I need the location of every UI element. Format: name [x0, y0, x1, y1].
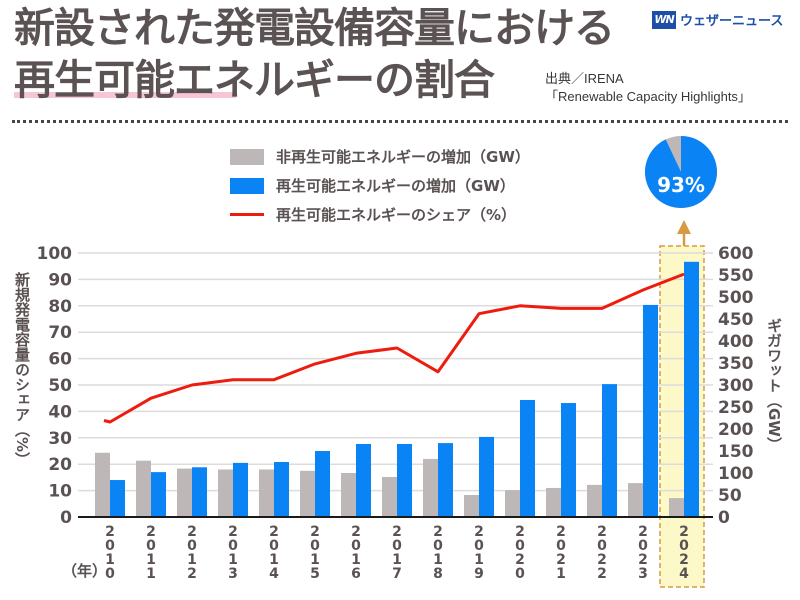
legend-item-share: 再生可能エネルギーのシェア（%） — [230, 200, 530, 229]
bar-renewable-2020 — [520, 399, 535, 517]
y-tick-right-label: 600 — [718, 244, 754, 264]
y-tick-right-label: 400 — [718, 332, 754, 352]
y-tick-left-label: 90 — [48, 270, 72, 290]
title-line-2: 再生可能エネルギーの割合 — [14, 56, 495, 104]
bar-renewable-2014 — [274, 462, 289, 517]
bar-non-renewable-2017 — [382, 476, 397, 517]
bar-renewable-2016 — [356, 443, 371, 517]
bar-non-renewable-2013 — [218, 469, 233, 517]
title-line-1: 新設された発電設備容量における — [14, 4, 615, 52]
y-tick-right-label: 550 — [718, 266, 754, 286]
bar-non-renewable-2011 — [136, 460, 151, 517]
share-line — [103, 272, 685, 424]
bar-renewable-2018 — [438, 443, 453, 517]
y-axis-left-label: 新規発電容量のシェア（%） — [13, 272, 31, 468]
y-tick-right-label: 500 — [718, 288, 754, 308]
legend-item-non-renewable: 非再生可能エネルギーの増加（GW） — [230, 142, 530, 171]
y-tick-left-label: 80 — [48, 297, 72, 317]
bar-non-renewable-2012 — [177, 468, 192, 517]
y-tick-right-label: 0 — [718, 508, 730, 528]
y-tick-right-label: 50 — [718, 486, 742, 506]
bar-non-renewable-2014 — [259, 469, 274, 517]
y-tick-left-label: 50 — [48, 376, 72, 396]
x-axis-label: （年） — [62, 562, 108, 580]
bar-renewable-2024 — [684, 261, 699, 517]
bar-non-renewable-2021 — [546, 487, 561, 517]
y-tick-right-label: 300 — [718, 376, 754, 396]
source-line-1: 出典／IRENA — [545, 71, 624, 86]
logo-text: ウェザーニュース — [680, 14, 784, 29]
bar-renewable-2015 — [315, 451, 330, 517]
y-tick-left-label: 100 — [37, 244, 73, 264]
y-tick-right-label: 200 — [718, 420, 754, 440]
bar-non-renewable-2016 — [341, 473, 356, 517]
title-underline — [14, 92, 236, 98]
legend-label: 再生可能エネルギーのシェア（%） — [276, 206, 517, 224]
bar-renewable-2023 — [643, 304, 658, 517]
logo-mark-icon: WN — [652, 10, 676, 29]
bar-renewable-2021 — [561, 403, 576, 517]
bar-non-renewable-2023 — [628, 483, 643, 517]
source-line-2: 「Renewable Capacity Highlights」 — [545, 89, 751, 104]
source-credit: 出典／IRENA 「Renewable Capacity Highlights」 — [545, 70, 751, 106]
y-tick-right-label: 350 — [718, 354, 754, 374]
legend-label: 非再生可能エネルギーの増加（GW） — [276, 148, 530, 166]
y-tick-right-label: 450 — [718, 310, 754, 330]
y-tick-right-label: 250 — [718, 398, 754, 418]
legend-swatch-renewable — [230, 177, 264, 194]
bar-renewable-2010 — [110, 480, 125, 517]
bar-non-renewable-2015 — [300, 470, 315, 517]
bar-renewable-2017 — [397, 443, 412, 517]
bar-non-renewable-2020 — [505, 490, 520, 517]
bar-non-renewable-2019 — [464, 495, 479, 517]
y-tick-left-label: 10 — [48, 482, 72, 502]
y-tick-left-label: 20 — [48, 455, 72, 475]
callout-arrow-head-icon — [677, 220, 691, 234]
bar-non-renewable-2010 — [95, 452, 110, 517]
legend-swatch-non-renewable — [230, 148, 264, 165]
y-tick-left-label: 60 — [48, 350, 72, 370]
y-tick-right-label: 100 — [718, 464, 754, 484]
y-tick-left-label: 0 — [60, 508, 72, 528]
weathernews-logo: WN ウェザーニュース — [652, 10, 783, 29]
y-tick-left-label: 30 — [48, 429, 72, 449]
legend: 非再生可能エネルギーの増加（GW） 再生可能エネルギーの増加（GW） 再生可能エ… — [230, 142, 530, 229]
legend-line-share — [230, 213, 264, 216]
bar-renewable-2012 — [192, 467, 207, 517]
dotted-divider — [12, 120, 788, 123]
bar-non-renewable-2018 — [423, 458, 438, 517]
y-tick-left-label: 40 — [48, 402, 72, 422]
y-tick-right-label: 150 — [718, 442, 754, 462]
y-tick-left-label: 70 — [48, 323, 72, 343]
bar-renewable-2011 — [151, 472, 166, 517]
bar-non-renewable-2022 — [587, 484, 602, 517]
legend-label: 再生可能エネルギーの増加（GW） — [276, 177, 515, 195]
callout-pie-label: 93% — [657, 173, 705, 197]
callout-pie-renewable — [644, 136, 717, 208]
bar-renewable-2013 — [233, 462, 248, 517]
y-axis-right-label: ギガワット（GW） — [765, 318, 783, 452]
legend-item-renewable: 再生可能エネルギーの増加（GW） — [230, 171, 530, 200]
bar-non-renewable-2024 — [669, 498, 684, 517]
bar-renewable-2019 — [479, 436, 494, 517]
bar-renewable-2022 — [602, 384, 617, 517]
